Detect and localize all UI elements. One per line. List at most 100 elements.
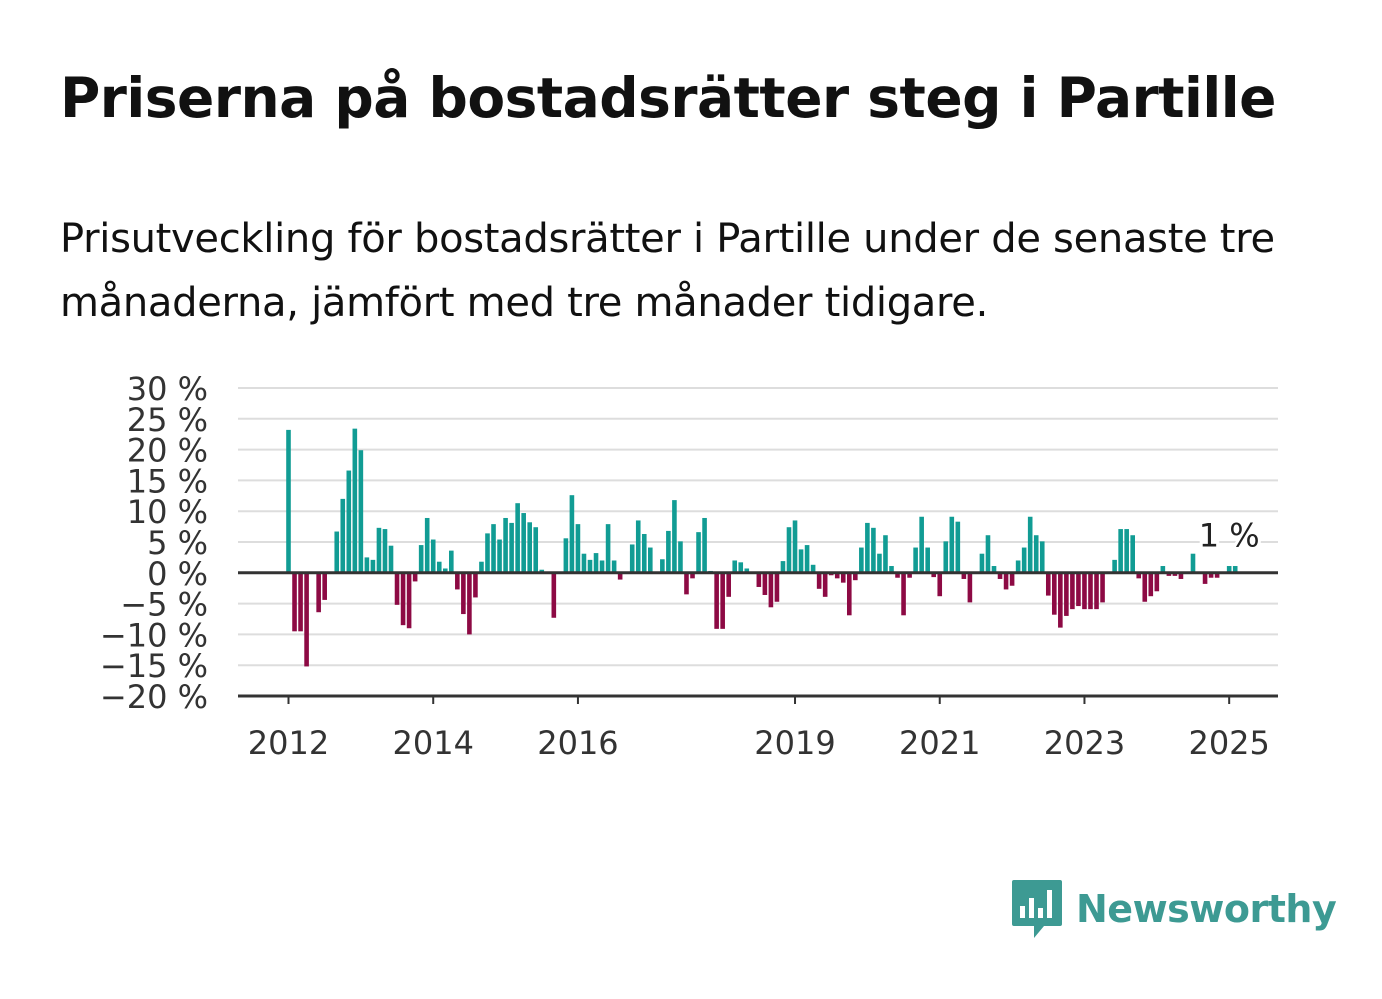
bar bbox=[418, 545, 424, 573]
bar bbox=[1070, 572, 1075, 610]
bar bbox=[720, 572, 725, 629]
bar bbox=[1118, 529, 1123, 573]
x-tick-label: 2014 bbox=[393, 724, 474, 762]
bar bbox=[1027, 516, 1033, 573]
bar bbox=[1076, 572, 1081, 607]
bar bbox=[352, 428, 358, 573]
bar bbox=[822, 572, 828, 597]
bar bbox=[1100, 572, 1105, 603]
newsworthy-logo: Newsworthy bbox=[1010, 878, 1337, 940]
bar bbox=[358, 450, 364, 573]
bar bbox=[1130, 535, 1135, 573]
bar bbox=[509, 522, 514, 573]
bar bbox=[587, 559, 593, 573]
bar bbox=[979, 553, 985, 573]
bar bbox=[804, 545, 810, 573]
bar bbox=[834, 572, 840, 579]
x-tick-label: 2012 bbox=[248, 724, 329, 762]
bar bbox=[1232, 566, 1238, 573]
bar bbox=[907, 572, 912, 578]
bar bbox=[292, 572, 297, 632]
bar bbox=[461, 572, 466, 615]
bar bbox=[569, 495, 575, 573]
bar bbox=[485, 533, 490, 573]
bar bbox=[370, 559, 376, 573]
bar bbox=[1045, 572, 1051, 596]
bar bbox=[780, 561, 786, 573]
bar bbox=[364, 557, 370, 573]
bar bbox=[648, 547, 653, 573]
y-tick-label: 15 % bbox=[127, 462, 208, 500]
bar bbox=[388, 545, 394, 573]
bar bbox=[527, 522, 532, 573]
bar bbox=[744, 568, 750, 573]
bar bbox=[593, 553, 599, 573]
bar bbox=[889, 566, 894, 573]
bar bbox=[1009, 572, 1015, 586]
bar bbox=[786, 527, 792, 573]
bar bbox=[599, 560, 605, 573]
bar bbox=[925, 547, 930, 573]
y-tick-label: −5 % bbox=[120, 586, 208, 624]
bar bbox=[400, 572, 406, 626]
axes bbox=[238, 571, 1278, 698]
bar bbox=[762, 572, 768, 595]
bar bbox=[690, 572, 695, 579]
bar bbox=[684, 572, 689, 595]
bar bbox=[726, 572, 731, 597]
bar bbox=[424, 517, 430, 573]
bar bbox=[768, 572, 774, 608]
bar bbox=[997, 572, 1003, 579]
bar bbox=[1190, 553, 1196, 573]
bar bbox=[895, 572, 900, 578]
bar bbox=[1094, 572, 1099, 610]
bar bbox=[913, 547, 918, 573]
bar bbox=[931, 572, 937, 578]
bar bbox=[1112, 559, 1117, 573]
bar bbox=[816, 572, 822, 589]
bar bbox=[1202, 572, 1208, 584]
bar bbox=[430, 539, 436, 573]
bar bbox=[1208, 572, 1214, 578]
bar bbox=[1082, 572, 1087, 610]
bar bbox=[732, 560, 738, 573]
x-tick-label: 2019 bbox=[754, 724, 835, 762]
chart-title: Priserna på bostadsrätter steg i Partill… bbox=[60, 66, 1276, 130]
bar bbox=[660, 559, 665, 573]
bar bbox=[901, 572, 906, 616]
bar bbox=[1052, 572, 1057, 615]
bar bbox=[641, 533, 647, 573]
bar bbox=[575, 524, 581, 573]
bar bbox=[539, 569, 545, 573]
bar bbox=[449, 550, 454, 573]
bar bbox=[810, 564, 816, 573]
y-tick-label: −20 % bbox=[100, 678, 208, 716]
bar bbox=[286, 429, 291, 573]
bar bbox=[412, 572, 418, 582]
bar bbox=[406, 572, 412, 629]
bar bbox=[702, 517, 707, 573]
bar bbox=[1166, 572, 1172, 576]
bar bbox=[696, 532, 701, 573]
bar-chart: 30 %25 %20 %15 %10 %5 %0 %−5 %−10 %−15 %… bbox=[100, 370, 1278, 762]
bar bbox=[1088, 572, 1093, 610]
bar bbox=[316, 572, 321, 613]
bar bbox=[1154, 572, 1160, 592]
bar bbox=[714, 572, 719, 629]
bar bbox=[611, 560, 617, 573]
bar bbox=[533, 527, 539, 573]
bar bbox=[991, 566, 997, 573]
y-tick-label: −15 % bbox=[100, 647, 208, 685]
bar bbox=[859, 547, 864, 573]
bar bbox=[846, 572, 852, 616]
bar bbox=[792, 520, 798, 573]
bar bbox=[1142, 572, 1148, 602]
bar bbox=[1058, 572, 1063, 628]
bar bbox=[871, 527, 876, 573]
y-axis-tick-labels: 30 %25 %20 %15 %10 %5 %0 %−5 %−10 %−15 %… bbox=[100, 370, 208, 716]
bar bbox=[853, 572, 858, 581]
bar bbox=[298, 572, 303, 632]
bar bbox=[334, 531, 340, 573]
bar bbox=[551, 572, 557, 618]
bar bbox=[672, 500, 677, 573]
